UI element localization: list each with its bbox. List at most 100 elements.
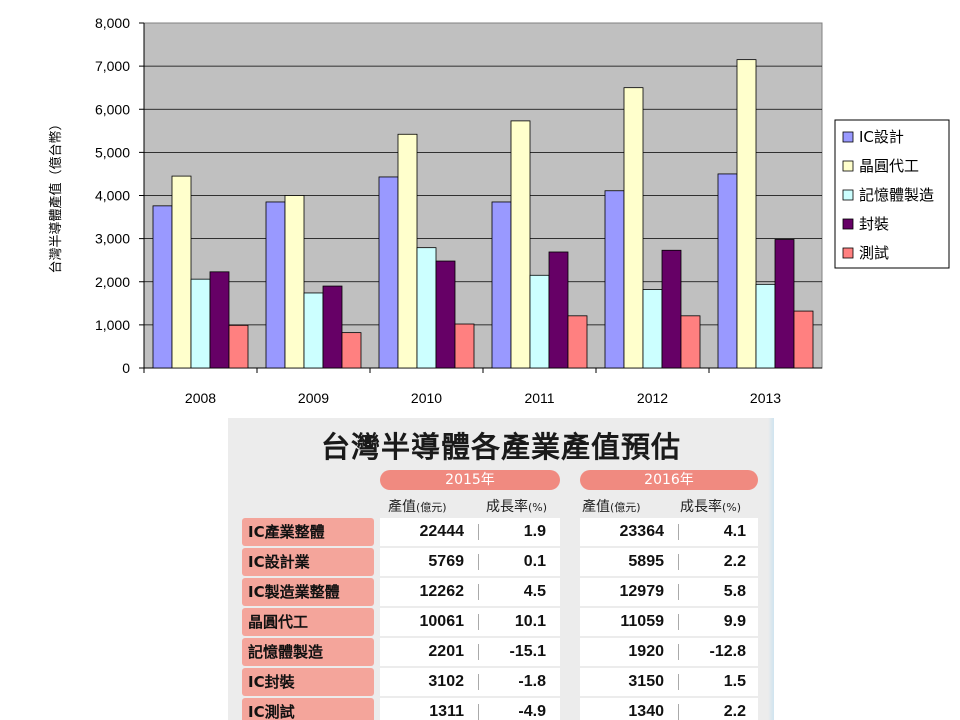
y-tick-label: 8,000	[95, 15, 130, 31]
bar	[755, 283, 776, 369]
row-label: IC產業整體	[242, 518, 374, 546]
y-axis-label: 台灣半導體產值（億台幣）	[48, 117, 64, 273]
y-tick-label: 0	[122, 360, 130, 376]
bar	[209, 271, 230, 369]
bar	[529, 274, 550, 369]
bar	[190, 278, 211, 369]
growth-2016-cell: 2.2	[723, 703, 746, 720]
row-label: IC封裝	[242, 668, 374, 696]
growth-2016-cell: 2.2	[723, 553, 746, 570]
y-tick-label: 1,000	[95, 317, 130, 333]
bar	[623, 87, 644, 369]
legend-label: 封裝	[859, 215, 889, 233]
value-2015-cell: 2201	[428, 643, 464, 660]
bar	[567, 315, 588, 369]
x-tick-label: 2008	[185, 390, 216, 406]
value-2016-cell: 23364	[619, 523, 665, 540]
bar	[736, 59, 757, 369]
legend-label: 測試	[859, 244, 889, 262]
value-2016-cell: 11059	[620, 613, 664, 630]
legend-swatch	[842, 247, 854, 259]
row-label: IC製造業整體	[242, 578, 374, 606]
y-tick-label: 3,000	[95, 231, 130, 247]
y-tick-label: 6,000	[95, 101, 130, 117]
value-2015-cell: 3102	[428, 673, 464, 690]
x-tick-label: 2011	[524, 390, 554, 406]
x-tick-label: 2013	[750, 390, 781, 406]
row-label: 記憶體製造	[242, 638, 374, 666]
legend-box	[834, 119, 950, 269]
x-tick-label: 2010	[411, 390, 442, 406]
legend-label: IC設計	[859, 128, 904, 146]
bar-chart: 0 1,000 2,000 3,000 4,000 5,000 6,000 7,000 8,00…	[48, 15, 950, 406]
table-title: 台灣半導體各產業產值預估	[320, 430, 681, 464]
growth-2015-cell: 4.5	[523, 583, 546, 600]
y-tick-label: 2,000	[95, 274, 130, 290]
table-row: IC測試 1311 -4.9 1340 2.2	[228, 698, 774, 720]
growth-2016-cell: 5.8	[723, 583, 746, 600]
growth-2015-cell: 0.1	[523, 553, 546, 570]
year-header-2016: 2016年	[580, 470, 758, 490]
bar	[642, 289, 663, 369]
value-2015-cell: 12262	[419, 583, 465, 600]
legend-swatch	[842, 189, 854, 201]
bar	[548, 251, 569, 369]
growth-2015-cell: -1.8	[518, 673, 546, 690]
col-head-growth-2016: 成長率(%)	[680, 499, 742, 515]
table-row: IC製造業整體 12262 4.5 12979 5.8	[228, 578, 774, 606]
bar	[774, 239, 795, 369]
year-header-2015: 2015年	[380, 470, 560, 490]
col-head-value-2015: 產值(億元)	[388, 499, 447, 515]
bar	[171, 175, 192, 369]
y-tick-label: 5,000	[95, 144, 130, 160]
bar	[491, 201, 512, 369]
x-tick-label: 2009	[298, 390, 329, 406]
value-2016-cell: 12979	[619, 583, 665, 600]
growth-2015-cell: -4.9	[518, 703, 546, 720]
bar	[454, 323, 475, 369]
value-2015-cell: 1311	[429, 703, 464, 720]
value-2015-cell: 22444	[419, 523, 465, 540]
table-row: 晶圓代工 10061 10.1 11059 9.9	[228, 608, 774, 636]
x-tick-label: 2012	[637, 390, 668, 406]
bar	[416, 247, 437, 369]
forecast-table-panel: 台灣半導體各產業產值預估 2015年 2016年 產值(億元) 成長率(%) 產…	[228, 418, 774, 720]
growth-2016-cell: -12.8	[709, 643, 746, 660]
bar	[397, 133, 418, 369]
legend-label: 晶圓代工	[859, 157, 919, 175]
y-tick-label: 4,000	[95, 188, 130, 204]
row-label: IC設計業	[242, 548, 374, 576]
legend-swatch	[842, 160, 854, 172]
table-row: 記憶體製造 2201 -15.1 1920 -12.8	[228, 638, 774, 666]
growth-2015-cell: 1.9	[523, 523, 546, 540]
row-label: 晶圓代工	[242, 608, 374, 636]
value-2015-cell: 10061	[419, 613, 465, 630]
chart-svg: 0 1,000 2,000 3,000 4,000 5,000 6,000 7,000 8,00…	[48, 15, 950, 406]
legend-swatch	[842, 131, 854, 143]
row-label: IC測試	[242, 698, 374, 720]
legend-swatch	[842, 218, 854, 230]
growth-2016-cell: 1.5	[723, 673, 746, 690]
value-2016-cell: 5895	[628, 553, 664, 570]
bar	[284, 195, 305, 369]
bar	[510, 120, 531, 369]
value-2016-cell: 3150	[628, 673, 664, 690]
bar	[152, 205, 173, 369]
growth-2015-cell: -15.1	[509, 643, 546, 660]
value-2016-cell: 1920	[628, 643, 664, 660]
y-tick-label: 7,000	[95, 58, 130, 74]
bar	[661, 249, 682, 369]
bar	[378, 176, 399, 369]
value-2016-cell: 1340	[628, 703, 664, 720]
bar	[717, 173, 738, 369]
table-row: IC封裝 3102 -1.8 3150 1.5	[228, 668, 774, 696]
table-row: IC設計業 5769 0.1 5895 2.2	[228, 548, 774, 576]
bar	[680, 315, 701, 369]
bar	[604, 190, 625, 369]
bar	[322, 285, 343, 369]
bar	[341, 332, 362, 369]
growth-2016-cell: 4.1	[723, 523, 746, 540]
legend-label: 記憶體製造	[859, 186, 934, 204]
bar	[228, 324, 249, 369]
bar	[793, 310, 814, 369]
